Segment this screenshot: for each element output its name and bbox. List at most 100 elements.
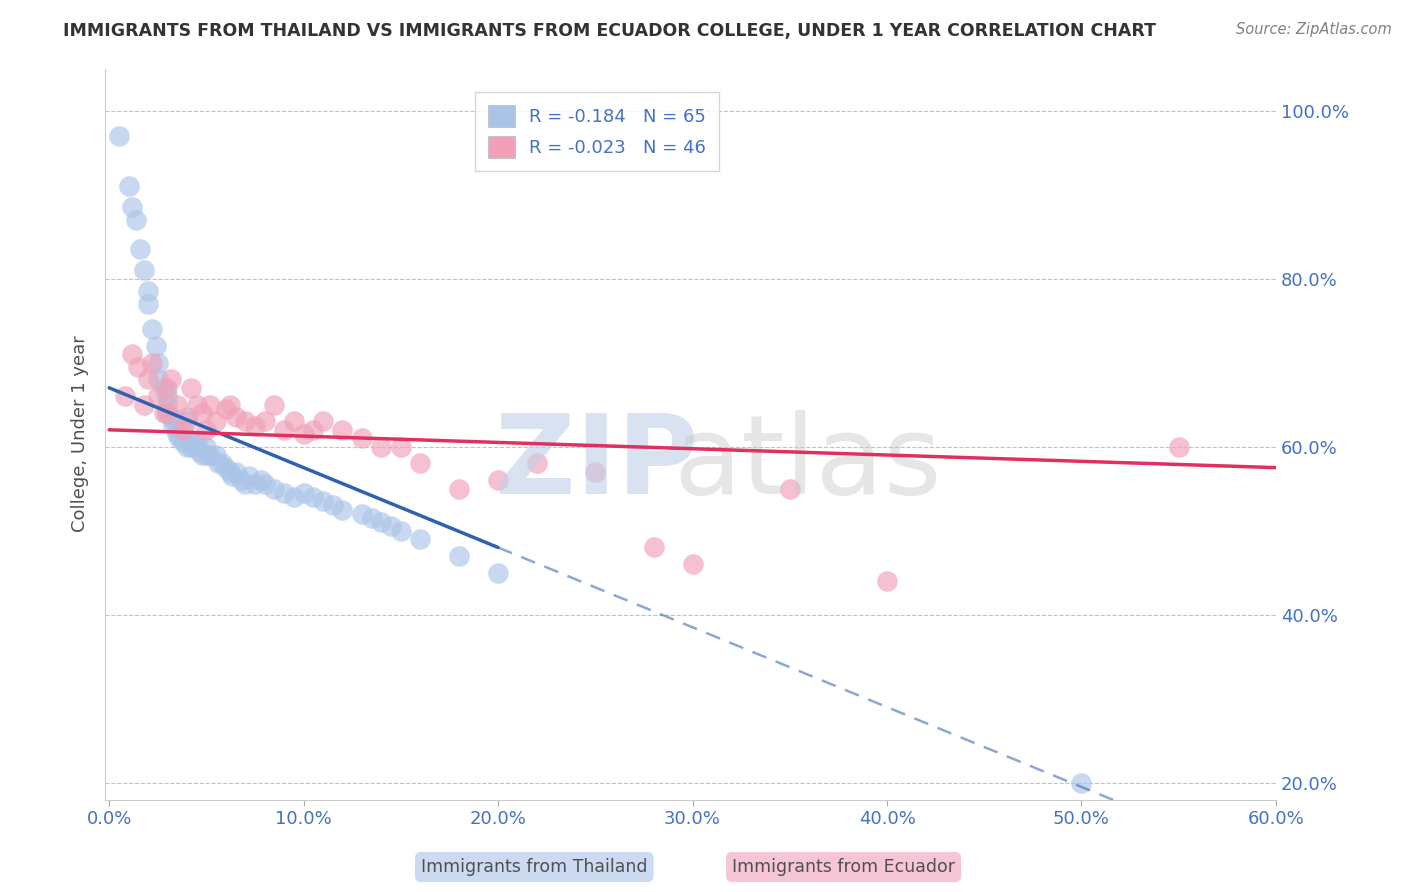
Point: [146, 389, 169, 403]
Point: [380, 519, 402, 533]
Point: [273, 486, 295, 500]
Point: [207, 457, 229, 471]
Point: [108, 128, 131, 143]
Point: [225, 465, 247, 479]
Point: [205, 414, 228, 428]
Point: [215, 401, 238, 416]
Point: [322, 499, 344, 513]
Point: [283, 490, 305, 504]
Text: Source: ZipAtlas.com: Source: ZipAtlas.com: [1236, 22, 1392, 37]
Point: [186, 398, 208, 412]
Point: [176, 410, 198, 425]
Point: [389, 440, 412, 454]
Point: [195, 448, 218, 462]
Point: [125, 212, 148, 227]
Point: [876, 574, 898, 588]
Point: [332, 502, 354, 516]
Point: [200, 398, 222, 412]
Point: [1070, 775, 1092, 789]
Point: [682, 558, 704, 572]
Point: [156, 389, 179, 403]
Point: [486, 566, 509, 580]
Point: [117, 179, 139, 194]
Point: [141, 356, 163, 370]
Point: [779, 482, 801, 496]
Point: [156, 406, 179, 420]
Point: [283, 414, 305, 428]
Point: [389, 524, 412, 538]
Point: [180, 381, 202, 395]
Point: [166, 423, 188, 437]
Point: [136, 297, 159, 311]
Point: [156, 398, 179, 412]
Point: [350, 507, 373, 521]
Point: [218, 398, 240, 412]
Point: [243, 418, 266, 433]
Point: [292, 427, 315, 442]
Point: [191, 448, 214, 462]
Point: [162, 418, 184, 433]
Point: [273, 423, 295, 437]
Point: [643, 541, 665, 555]
Point: [129, 242, 152, 256]
Point: [167, 431, 190, 445]
Point: [183, 440, 205, 454]
Point: [253, 477, 276, 491]
Point: [302, 490, 325, 504]
Point: [205, 448, 228, 462]
Point: [156, 381, 179, 395]
Point: [141, 322, 163, 336]
Point: [121, 200, 143, 214]
Point: [132, 398, 155, 412]
Point: [132, 263, 155, 277]
Point: [176, 440, 198, 454]
Point: [181, 435, 204, 450]
Point: [526, 457, 548, 471]
Point: [215, 460, 238, 475]
Point: [187, 443, 209, 458]
Point: [186, 435, 208, 450]
Point: [200, 448, 222, 462]
Point: [136, 284, 159, 298]
Point: [166, 398, 188, 412]
Point: [160, 410, 183, 425]
Point: [312, 494, 335, 508]
Point: [449, 482, 471, 496]
Y-axis label: College, Under 1 year: College, Under 1 year: [72, 335, 89, 533]
Point: [172, 423, 194, 437]
Point: [165, 414, 187, 428]
Point: [121, 347, 143, 361]
Point: [263, 482, 285, 496]
Point: [360, 511, 382, 525]
Point: [225, 410, 247, 425]
Point: [583, 465, 606, 479]
Point: [231, 473, 253, 487]
Point: [166, 427, 188, 442]
Point: [146, 356, 169, 370]
Text: Immigrants from Ecuador: Immigrants from Ecuador: [733, 858, 955, 876]
Point: [409, 457, 432, 471]
Point: [172, 435, 194, 450]
Text: ZIP: ZIP: [495, 409, 699, 516]
Point: [243, 477, 266, 491]
Point: [176, 431, 198, 445]
Point: [233, 414, 256, 428]
Point: [176, 414, 198, 428]
Point: [195, 423, 218, 437]
Point: [180, 440, 202, 454]
Point: [253, 414, 276, 428]
Point: [160, 372, 183, 386]
Point: [221, 469, 243, 483]
Point: [486, 473, 509, 487]
Text: IMMIGRANTS FROM THAILAND VS IMMIGRANTS FROM ECUADOR COLLEGE, UNDER 1 YEAR CORREL: IMMIGRANTS FROM THAILAND VS IMMIGRANTS F…: [63, 22, 1156, 40]
Point: [370, 515, 392, 529]
Point: [233, 477, 256, 491]
Point: [249, 473, 271, 487]
Legend: R = -0.184   N = 65, R = -0.023   N = 46: R = -0.184 N = 65, R = -0.023 N = 46: [475, 92, 718, 170]
Point: [218, 465, 240, 479]
Point: [449, 549, 471, 563]
Point: [127, 359, 149, 374]
Point: [238, 469, 260, 483]
Point: [302, 423, 325, 437]
Point: [350, 431, 373, 445]
